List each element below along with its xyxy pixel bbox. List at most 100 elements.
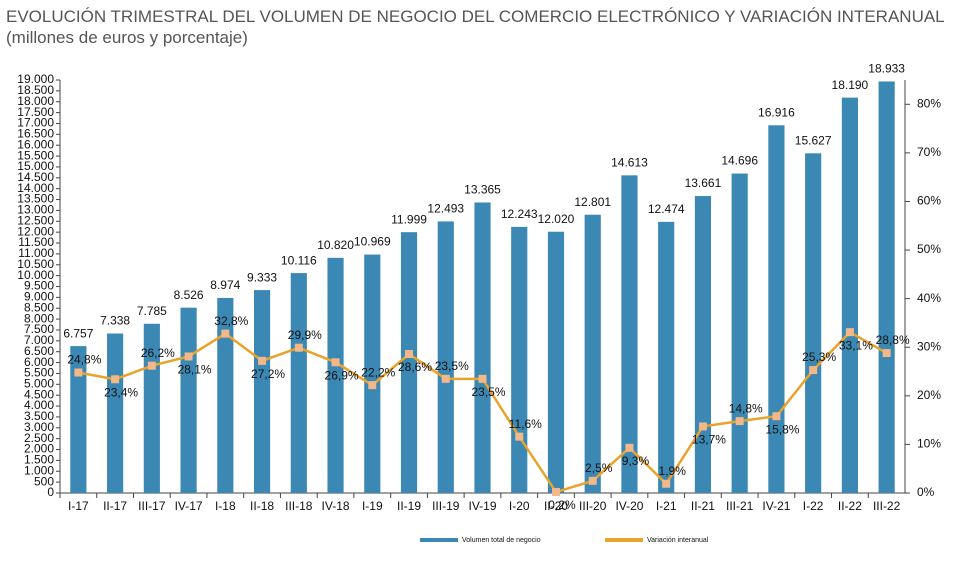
y-tick-label: 13.500 bbox=[17, 192, 54, 206]
bar-value-label: 10.820 bbox=[317, 238, 354, 252]
line-value-label: 32,8% bbox=[214, 314, 248, 328]
line-marker bbox=[184, 352, 193, 361]
bar-value-label: 7.338 bbox=[100, 314, 130, 328]
bar bbox=[474, 202, 491, 493]
y2-tick-label: 20% bbox=[917, 388, 941, 402]
x-tick-label: III-22 bbox=[873, 499, 901, 513]
y-tick-label: 3.500 bbox=[24, 409, 54, 423]
y-tick-label: 2.500 bbox=[24, 431, 54, 445]
y-tick-label: 6.000 bbox=[24, 355, 54, 369]
legend-label: Variación interanual bbox=[647, 537, 709, 544]
x-tick-label: I-20 bbox=[509, 499, 530, 513]
y-tick-label: 10.000 bbox=[17, 268, 54, 282]
bar-value-label: 12.474 bbox=[648, 202, 685, 216]
x-tick-label: IV-20 bbox=[615, 499, 643, 513]
bar bbox=[217, 297, 234, 493]
y-tick-label: 7.500 bbox=[24, 322, 54, 336]
line-value-label: 23,5% bbox=[435, 359, 469, 373]
x-tick-label: III-17 bbox=[138, 499, 166, 513]
bar-value-label: 6.757 bbox=[63, 326, 93, 340]
y-tick-label: 15.000 bbox=[17, 159, 54, 173]
bar-value-label: 7.785 bbox=[137, 304, 167, 318]
bar-value-label: 18.933 bbox=[868, 62, 905, 76]
line-marker bbox=[258, 356, 267, 365]
y2-tick-label: 70% bbox=[917, 145, 941, 159]
line-marker bbox=[111, 375, 120, 384]
bar-value-label: 10.969 bbox=[354, 235, 391, 249]
bar bbox=[731, 173, 748, 494]
line-marker bbox=[882, 349, 891, 358]
bar bbox=[253, 290, 271, 493]
line-marker bbox=[772, 412, 781, 421]
y2-tick-label: 50% bbox=[917, 242, 941, 256]
y-tick-label: 16.000 bbox=[17, 137, 54, 151]
y-tick-label: 500 bbox=[34, 474, 54, 488]
bar-value-label: 10.116 bbox=[281, 253, 317, 267]
y-tick-label: 5.000 bbox=[24, 376, 54, 390]
y-tick-label: 8.500 bbox=[24, 300, 54, 314]
y-tick-label: 18.000 bbox=[17, 94, 54, 108]
bar bbox=[621, 175, 638, 493]
bar bbox=[327, 257, 344, 493]
bar bbox=[841, 97, 858, 493]
bar bbox=[768, 125, 785, 494]
line-marker bbox=[294, 343, 303, 352]
y-tick-label: 9.500 bbox=[24, 279, 54, 293]
bar bbox=[290, 273, 307, 493]
x-tick-label: I-21 bbox=[656, 499, 677, 513]
y2-tick-label: 0% bbox=[917, 485, 935, 499]
bar bbox=[364, 254, 381, 493]
line-value-label: 29,9% bbox=[288, 328, 322, 342]
line-value-label: 33,1% bbox=[839, 338, 873, 352]
x-tick-label: IV-19 bbox=[468, 499, 496, 513]
line-marker bbox=[331, 358, 340, 367]
legend-label: Volumen total de negocio bbox=[462, 537, 541, 544]
bar bbox=[180, 307, 197, 493]
x-tick-label: II-21 bbox=[691, 499, 715, 513]
line-marker bbox=[625, 443, 634, 452]
y-tick-label: 10.500 bbox=[17, 257, 54, 271]
line-value-label: 11,6% bbox=[509, 417, 542, 431]
bar bbox=[658, 221, 675, 494]
line-value-label: 27,2% bbox=[251, 367, 285, 381]
line-value-label: 13,7% bbox=[692, 433, 726, 447]
x-tick-label: III-20 bbox=[579, 499, 607, 513]
line-value-label: 28,1% bbox=[178, 363, 212, 377]
x-tick-label: IV-18 bbox=[322, 499, 350, 513]
y-tick-label: 18.500 bbox=[17, 83, 54, 97]
y-tick-label: 1.500 bbox=[24, 453, 54, 467]
y-tick-label: 17.000 bbox=[17, 116, 54, 130]
line-marker bbox=[588, 476, 597, 485]
x-tick-label: IV-21 bbox=[762, 499, 790, 513]
line-value-label: 2,5% bbox=[585, 461, 613, 475]
y-tick-label: 4.500 bbox=[24, 387, 54, 401]
line-value-label: 15,8% bbox=[765, 422, 799, 436]
y-tick-label: 4.000 bbox=[24, 398, 54, 412]
bar-value-label: 12.020 bbox=[538, 212, 575, 226]
y-tick-label: 14.000 bbox=[17, 181, 54, 195]
bar bbox=[511, 226, 528, 493]
bar bbox=[694, 196, 712, 494]
y-tick-label: 19.000 bbox=[17, 72, 54, 86]
bar-value-label: 8.974 bbox=[210, 278, 240, 292]
x-tick-label: II-17 bbox=[103, 499, 127, 513]
bar bbox=[400, 232, 418, 493]
line-marker bbox=[368, 381, 377, 390]
line-marker bbox=[809, 366, 818, 375]
line-value-label: 23,5% bbox=[471, 385, 505, 399]
y-tick-label: 9.000 bbox=[24, 290, 54, 304]
y-tick-label: 16.500 bbox=[17, 127, 54, 141]
bar-value-label: 11.999 bbox=[391, 212, 427, 226]
bar bbox=[70, 346, 87, 493]
bar bbox=[584, 214, 601, 493]
x-tick-label: III-21 bbox=[726, 499, 754, 513]
y2-tick-label: 80% bbox=[917, 96, 941, 110]
bar bbox=[547, 231, 565, 494]
line-marker bbox=[662, 479, 671, 488]
bar-value-label: 9.333 bbox=[247, 270, 277, 284]
x-tick-label: I-18 bbox=[215, 499, 236, 513]
line-marker bbox=[698, 422, 707, 431]
bar-value-label: 12.493 bbox=[427, 202, 464, 216]
x-tick-label: I-22 bbox=[803, 499, 824, 513]
line-marker bbox=[147, 361, 156, 370]
